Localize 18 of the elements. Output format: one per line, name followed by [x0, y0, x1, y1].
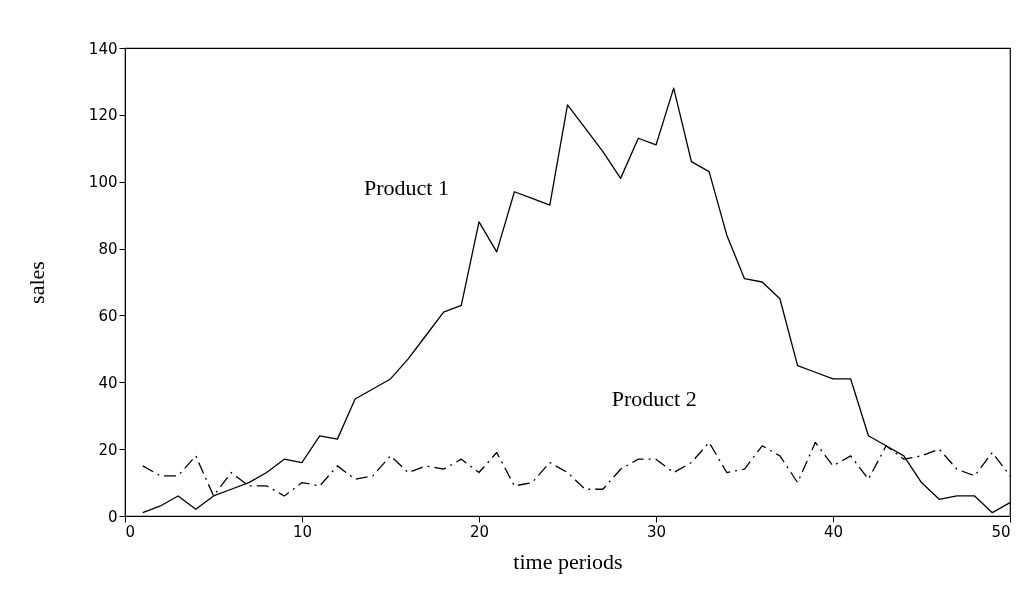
x-tick-label: 30 — [646, 522, 667, 541]
x-tick-label: 40 — [823, 522, 844, 541]
y-axis-title: sales — [23, 261, 49, 304]
x-tick-label: 10 — [292, 522, 313, 541]
y-tick-label: 20 — [98, 440, 118, 459]
series-label: Product 1 — [363, 175, 449, 201]
y-tick-label: 120 — [88, 106, 118, 125]
y-tick-label: 140 — [88, 39, 118, 58]
x-tick-label: 0 — [125, 522, 136, 541]
series-label: Product 2 — [611, 386, 697, 411]
y-tick-label: 40 — [98, 373, 118, 392]
y-tick-label: 60 — [98, 306, 118, 325]
x-axis-title: time periods — [513, 548, 623, 574]
x-tick-label: 50 — [991, 522, 1011, 541]
x-tick-label: 20 — [469, 522, 490, 541]
y-tick-label: 100 — [88, 173, 118, 192]
y-tick-label: 80 — [98, 240, 118, 259]
y-tick-label: 0 — [107, 507, 118, 526]
